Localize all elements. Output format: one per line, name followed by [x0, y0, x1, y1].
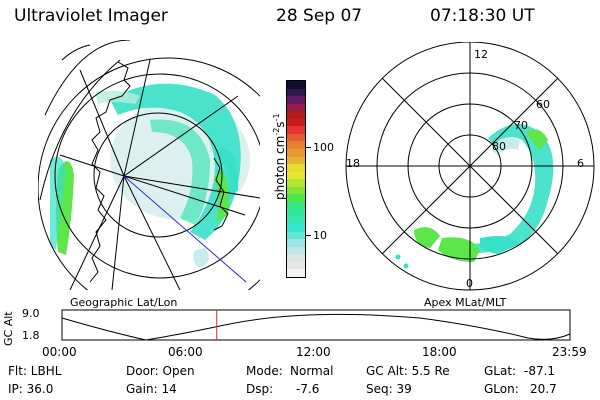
altitude-ytick-top: 9.0 — [22, 307, 40, 320]
polar-aurora — [395, 124, 554, 269]
colorbar-swatch — [287, 239, 305, 247]
altitude-xlabel-0: 00:00 — [42, 345, 77, 359]
coastline — [89, 61, 229, 283]
colorbar-swatch — [287, 269, 305, 277]
glat-value: -87.1 — [524, 364, 556, 378]
colorbar-swatch — [287, 164, 305, 172]
ip-label: IP: 36.0 — [8, 382, 54, 396]
colorbar-swatch — [287, 111, 305, 119]
colorbar-unit-exp1: -2 — [272, 127, 281, 136]
gc-alt-label: GC Alt: 5.5 Re — [366, 364, 450, 378]
colorbar-unit-s: s — [273, 121, 287, 128]
apex-label: Apex MLat/MLT — [424, 296, 507, 309]
polar-grid — [345, 42, 595, 291]
geographic-label: Geographic Lat/Lon — [70, 296, 178, 309]
mlt-label-6: 6 — [577, 157, 584, 170]
mode-label: Mode: — [246, 364, 283, 378]
colorbar-unit-label: photon cm — [273, 135, 287, 200]
altitude-curve — [61, 313, 571, 341]
colorbar-swatch — [287, 201, 305, 210]
dsp-label: Dsp: — [246, 382, 274, 396]
seq-label: Seq: 39 — [366, 382, 412, 396]
orbit-track — [123, 175, 247, 283]
filter-label: Flt: LBHL — [8, 364, 62, 378]
aurora-emission — [50, 83, 250, 268]
time-label: 07:18:30 UT — [430, 6, 535, 26]
mlt-label-18: 18 — [346, 157, 360, 170]
mlt-label-0: 0 — [466, 277, 473, 290]
dsp-value: -7.6 — [296, 382, 320, 396]
colorbar-swatch — [287, 141, 305, 149]
glon-label: GLon: — [484, 382, 519, 396]
lat-label-70: 70 — [514, 119, 528, 132]
colorbar-swatch — [287, 133, 305, 142]
altitude-xlabel-3: 18:00 — [422, 345, 457, 359]
colorbar-swatch — [287, 261, 305, 270]
colorbar-tick-100: 100 — [313, 141, 334, 154]
altitude-plot — [61, 309, 571, 341]
colorbar-swatch — [287, 88, 305, 97]
mlt-label-12: 12 — [474, 48, 488, 61]
colorbar-swatch — [287, 254, 305, 262]
colorbar-swatch — [287, 156, 305, 165]
door-label: Door: Open — [126, 364, 195, 378]
colorbar-unit-exp2: -1 — [272, 113, 281, 122]
colorbar-swatch — [287, 148, 305, 157]
colorbar-tickmark-10 — [306, 235, 311, 236]
colorbar-swatch — [287, 246, 305, 255]
date-label: 28 Sep 07 — [276, 6, 363, 26]
colorbar-swatch — [287, 224, 305, 232]
colorbar-swatch — [287, 118, 305, 127]
colorbar-swatch — [287, 179, 305, 187]
gain-label: Gain: 14 — [126, 382, 177, 396]
colorbar-swatch — [287, 126, 305, 134]
lat-label-60: 60 — [536, 98, 550, 111]
colorbar-tick-10: 10 — [313, 229, 327, 242]
instrument-title: Ultraviolet Imager — [14, 6, 168, 26]
glon-value: 20.7 — [530, 382, 557, 396]
colorbar-swatch — [287, 231, 305, 240]
geographic-map — [38, 40, 260, 290]
glat-label: GLat: — [484, 364, 517, 378]
apex-polar-plot — [345, 42, 595, 291]
altitude-xlabel-2: 12:00 — [296, 345, 331, 359]
colorbar-swatch — [287, 186, 305, 195]
colorbar-swatch — [287, 209, 305, 217]
colorbar-swatch — [287, 216, 305, 225]
graticule — [39, 40, 260, 290]
colorbar-swatch — [287, 96, 305, 104]
lat-label-80: 80 — [492, 140, 506, 153]
colorbar-tickmark-100 — [306, 147, 311, 148]
altitude-xlabel-4: 23:59 — [552, 345, 587, 359]
earth-limb — [38, 57, 260, 290]
altitude-ylabel-wrap: GC Alt — [0, 308, 15, 348]
colorbar-swatch — [287, 171, 305, 180]
colorbar-swatch — [287, 194, 305, 202]
altitude-ytick-bottom: 1.8 — [22, 329, 40, 342]
colorbar — [286, 80, 306, 278]
altitude-ylabel: GC Alt — [2, 311, 15, 346]
colorbar-swatch — [287, 81, 305, 89]
altitude-xlabel-1: 06:00 — [168, 345, 203, 359]
colorbar-swatch — [287, 103, 305, 112]
mode-value: Normal — [290, 364, 334, 378]
